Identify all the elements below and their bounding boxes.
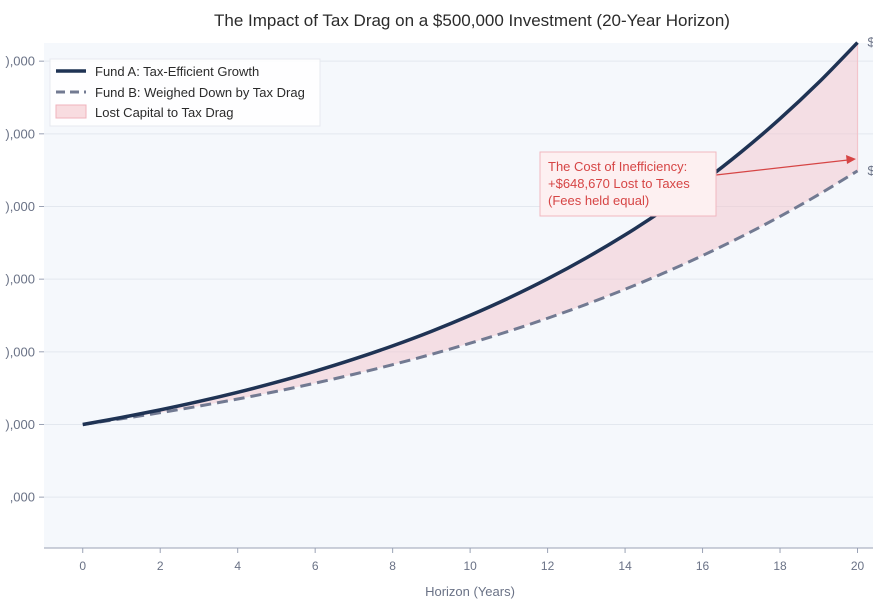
x-tick-label: 12 xyxy=(541,559,555,573)
fund-a-point xyxy=(856,41,859,44)
fund-b-point xyxy=(314,382,317,385)
fund-a-end-label: $ xyxy=(868,35,873,50)
x-tick-label: 14 xyxy=(618,559,632,573)
fund-a-point xyxy=(314,370,317,373)
fund-a-series-line xyxy=(82,41,859,427)
fund-a-point xyxy=(624,233,627,236)
y-tick-label: ),000 xyxy=(5,272,35,287)
fund-b-point xyxy=(275,390,278,393)
x-tick-label: 6 xyxy=(312,559,319,573)
legend: Fund A: Tax-Efficient Growth Fund B: Wei… xyxy=(49,58,321,127)
y-grid xyxy=(44,60,873,498)
loss-area-fill xyxy=(82,42,858,425)
fund-b-point xyxy=(469,342,472,345)
fund-b-point xyxy=(507,330,510,333)
fund-b-end-label: $ xyxy=(868,163,873,178)
fund-b-point xyxy=(546,317,549,320)
legend-label-fund-a: Fund A: Tax-Efficient Growth xyxy=(95,64,259,79)
fund-b-point xyxy=(624,288,627,291)
plot-area xyxy=(44,43,873,548)
fund-a-point xyxy=(236,391,239,394)
y-tick-label: ),000 xyxy=(5,126,35,141)
annotation-line-2: +$648,670 Lost to Taxes xyxy=(548,176,690,191)
legend-box xyxy=(49,58,321,127)
fund-b-point xyxy=(779,215,782,218)
fund-a-point xyxy=(507,296,510,299)
fund-a-point xyxy=(352,358,355,361)
legend-swatch-loss xyxy=(55,104,87,119)
annotation-arrowhead xyxy=(846,155,856,164)
x-tick-label: 4 xyxy=(234,559,241,573)
fund-b-point xyxy=(197,405,200,408)
x-tick-label: 18 xyxy=(773,559,787,573)
fund-b-point xyxy=(662,272,665,275)
fund-a-point xyxy=(197,400,200,403)
x-axis-label: Horizon (Years) xyxy=(425,584,515,599)
fund-a-point xyxy=(740,150,743,153)
x-tick-label: 16 xyxy=(696,559,710,573)
y-tick-label: ),000 xyxy=(5,199,35,214)
fund-a-point xyxy=(779,117,782,120)
y-tick-label: ),000 xyxy=(5,344,35,359)
fund-b-point xyxy=(120,417,123,420)
y-tick-label: ),000 xyxy=(5,54,35,69)
y-tick-label: ),000 xyxy=(5,417,35,432)
fund-a-point xyxy=(159,408,162,411)
fund-a-point xyxy=(469,314,472,317)
y-ticks: ,000 ),000 ),000 ),000 ),000 ),000 ),000 xyxy=(5,54,44,505)
fund-b-point xyxy=(817,193,820,196)
annotation-line-3: (Fees held equal) xyxy=(548,193,649,208)
fund-a-point xyxy=(817,81,820,84)
fund-b-point xyxy=(352,373,355,376)
y-tick-label: ,000 xyxy=(10,490,35,505)
x-tick-label: 10 xyxy=(463,559,477,573)
fund-a-point xyxy=(585,256,588,259)
legend-label-loss: Lost Capital to Tax Drag xyxy=(95,105,234,120)
fund-a-point xyxy=(275,381,278,384)
fund-b-point xyxy=(740,235,743,238)
fund-a-point xyxy=(391,344,394,347)
annotation-box xyxy=(539,151,717,217)
legend-label-fund-b: Fund B: Weighed Down by Tax Drag xyxy=(95,85,305,100)
fund-a-point xyxy=(430,330,433,333)
x-tick-label: 8 xyxy=(389,559,396,573)
fund-b-point xyxy=(856,169,859,172)
x-ticks: 0 2 4 6 8 10 12 14 16 18 20 xyxy=(79,548,864,573)
fund-b-point xyxy=(391,363,394,366)
fund-b-series-line xyxy=(82,169,859,426)
x-tick-label: 2 xyxy=(157,559,164,573)
chart-title: The Impact of Tax Drag on a $500,000 Inv… xyxy=(214,11,730,30)
fund-b-point xyxy=(236,398,239,401)
fund-a-point xyxy=(546,277,549,280)
annotation: The Cost of Inefficiency: +$648,670 Lost… xyxy=(539,151,856,217)
fund-b-point xyxy=(430,353,433,356)
annotation-line-1: The Cost of Inefficiency: xyxy=(548,159,687,174)
fund-b-point xyxy=(585,303,588,306)
x-tick-label: 20 xyxy=(851,559,865,573)
annotation-arrow xyxy=(715,159,849,176)
fund-b-point xyxy=(701,254,704,257)
fund-b-point xyxy=(159,411,162,414)
x-tick-label: 0 xyxy=(79,559,86,573)
fund-b-point xyxy=(81,423,84,426)
